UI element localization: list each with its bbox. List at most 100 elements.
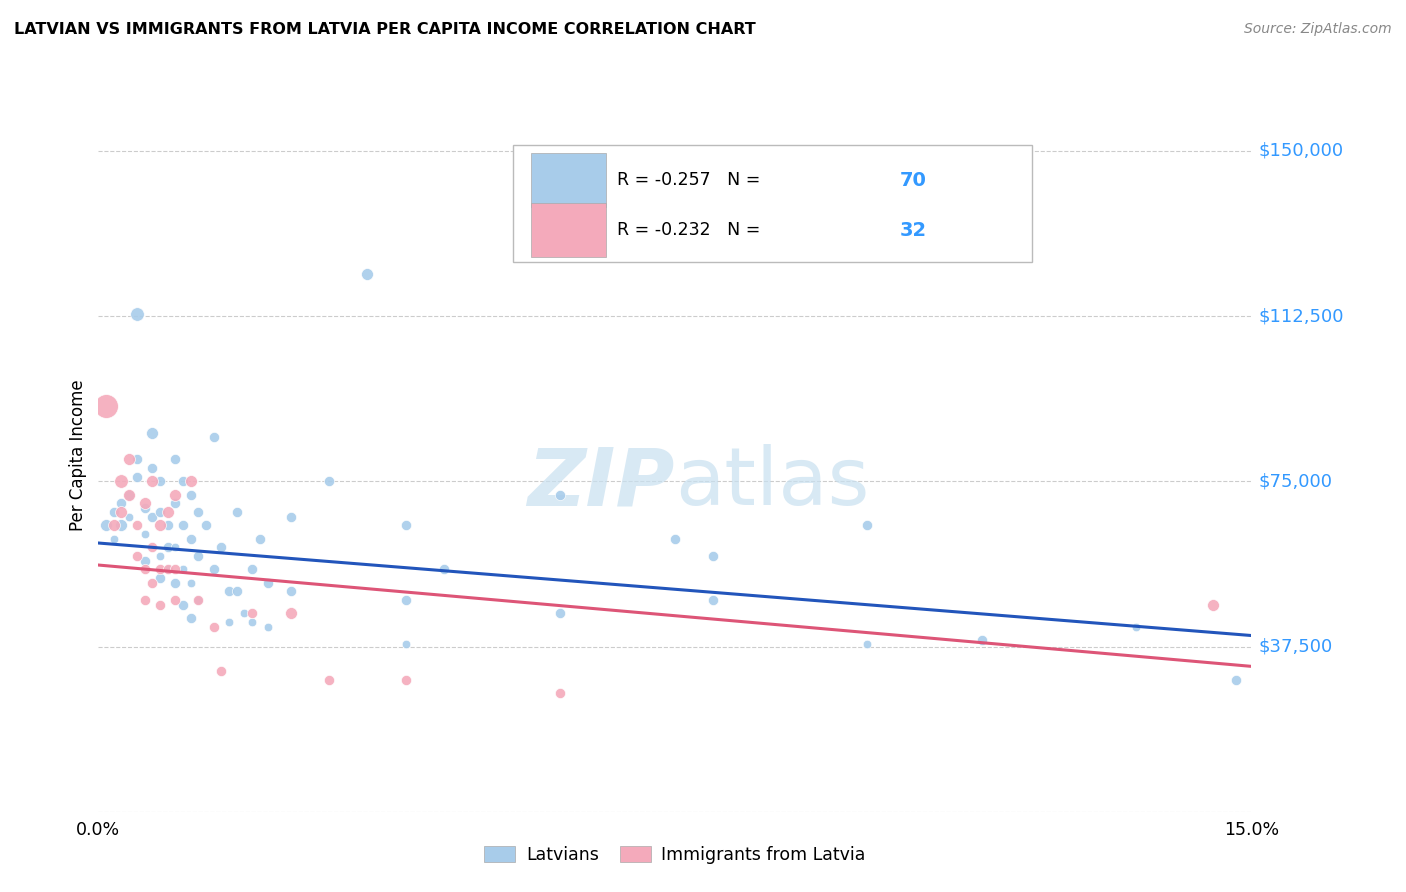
Point: [103, 518, 125, 533]
Legend: Latvians, Immigrants from Latvia: Latvians, Immigrants from Latvia: [477, 838, 873, 871]
Point: [141, 575, 163, 590]
Point: [118, 452, 141, 467]
Point: [856, 518, 879, 533]
FancyBboxPatch shape: [530, 203, 606, 257]
Point: [149, 549, 172, 564]
Point: [156, 562, 179, 576]
Point: [165, 575, 187, 590]
Text: LATVIAN VS IMMIGRANTS FROM LATVIA PER CAPITA INCOME CORRELATION CHART: LATVIAN VS IMMIGRANTS FROM LATVIA PER CA…: [14, 22, 756, 37]
Point: [118, 487, 141, 501]
Text: R = -0.257   N =: R = -0.257 N =: [617, 171, 766, 189]
Point: [125, 470, 148, 484]
Text: $112,500: $112,500: [1258, 307, 1344, 326]
Point: [110, 518, 132, 533]
Point: [141, 425, 163, 440]
Point: [395, 673, 418, 687]
Point: [165, 562, 187, 576]
Point: [103, 532, 125, 546]
Point: [94, 400, 117, 414]
Text: Source: ZipAtlas.com: Source: ZipAtlas.com: [1244, 22, 1392, 37]
Point: [172, 475, 194, 489]
Point: [233, 607, 256, 621]
Point: [702, 549, 724, 564]
Point: [218, 615, 240, 630]
Text: R = -0.232   N =: R = -0.232 N =: [617, 221, 766, 239]
Point: [134, 496, 156, 510]
Point: [225, 505, 247, 519]
Point: [395, 518, 418, 533]
Point: [280, 509, 302, 524]
Point: [172, 562, 194, 576]
Point: [134, 562, 156, 576]
Point: [149, 571, 172, 585]
Point: [209, 664, 232, 678]
Point: [134, 554, 156, 568]
Point: [240, 607, 263, 621]
Point: [134, 593, 156, 607]
Point: [209, 541, 232, 555]
Point: [702, 593, 724, 607]
Point: [118, 509, 141, 524]
Point: [125, 307, 148, 321]
Point: [125, 518, 148, 533]
FancyBboxPatch shape: [530, 153, 606, 207]
Point: [318, 475, 340, 489]
Point: [156, 541, 179, 555]
Point: [141, 475, 163, 489]
Point: [187, 593, 209, 607]
Point: [156, 562, 179, 576]
Y-axis label: Per Capita Income: Per Capita Income: [69, 379, 87, 531]
Point: [110, 475, 132, 489]
Point: [395, 593, 418, 607]
Point: [149, 598, 172, 612]
Point: [225, 584, 247, 599]
Point: [165, 452, 187, 467]
Point: [356, 268, 378, 282]
Point: [548, 607, 571, 621]
Point: [664, 532, 686, 546]
Point: [318, 673, 340, 687]
Text: 32: 32: [900, 220, 927, 240]
Point: [548, 686, 571, 700]
Point: [202, 430, 225, 444]
Text: atlas: atlas: [675, 444, 869, 523]
Point: [249, 532, 271, 546]
Point: [548, 487, 571, 501]
Point: [94, 518, 117, 533]
Point: [433, 562, 456, 576]
Text: $150,000: $150,000: [1258, 142, 1344, 160]
Point: [103, 505, 125, 519]
Point: [165, 496, 187, 510]
Point: [141, 541, 163, 555]
Point: [1125, 620, 1147, 634]
Point: [141, 509, 163, 524]
Point: [125, 549, 148, 564]
Point: [149, 518, 172, 533]
Point: [149, 562, 172, 576]
Point: [156, 505, 179, 519]
Point: [187, 549, 209, 564]
Point: [149, 475, 172, 489]
Point: [240, 562, 263, 576]
Point: [187, 505, 209, 519]
Point: [1225, 673, 1247, 687]
Point: [280, 584, 302, 599]
Point: [240, 615, 263, 630]
Point: [218, 584, 240, 599]
Point: [180, 487, 202, 501]
Point: [165, 487, 187, 501]
Point: [395, 637, 418, 651]
Point: [256, 620, 278, 634]
Point: [180, 575, 202, 590]
Point: [195, 518, 218, 533]
Point: [118, 487, 141, 501]
Point: [202, 562, 225, 576]
Text: $75,000: $75,000: [1258, 473, 1333, 491]
Point: [165, 541, 187, 555]
FancyBboxPatch shape: [513, 145, 1032, 262]
Point: [202, 620, 225, 634]
Text: ZIP: ZIP: [527, 444, 675, 523]
Point: [156, 518, 179, 533]
Point: [256, 575, 278, 590]
Text: 70: 70: [900, 170, 927, 190]
